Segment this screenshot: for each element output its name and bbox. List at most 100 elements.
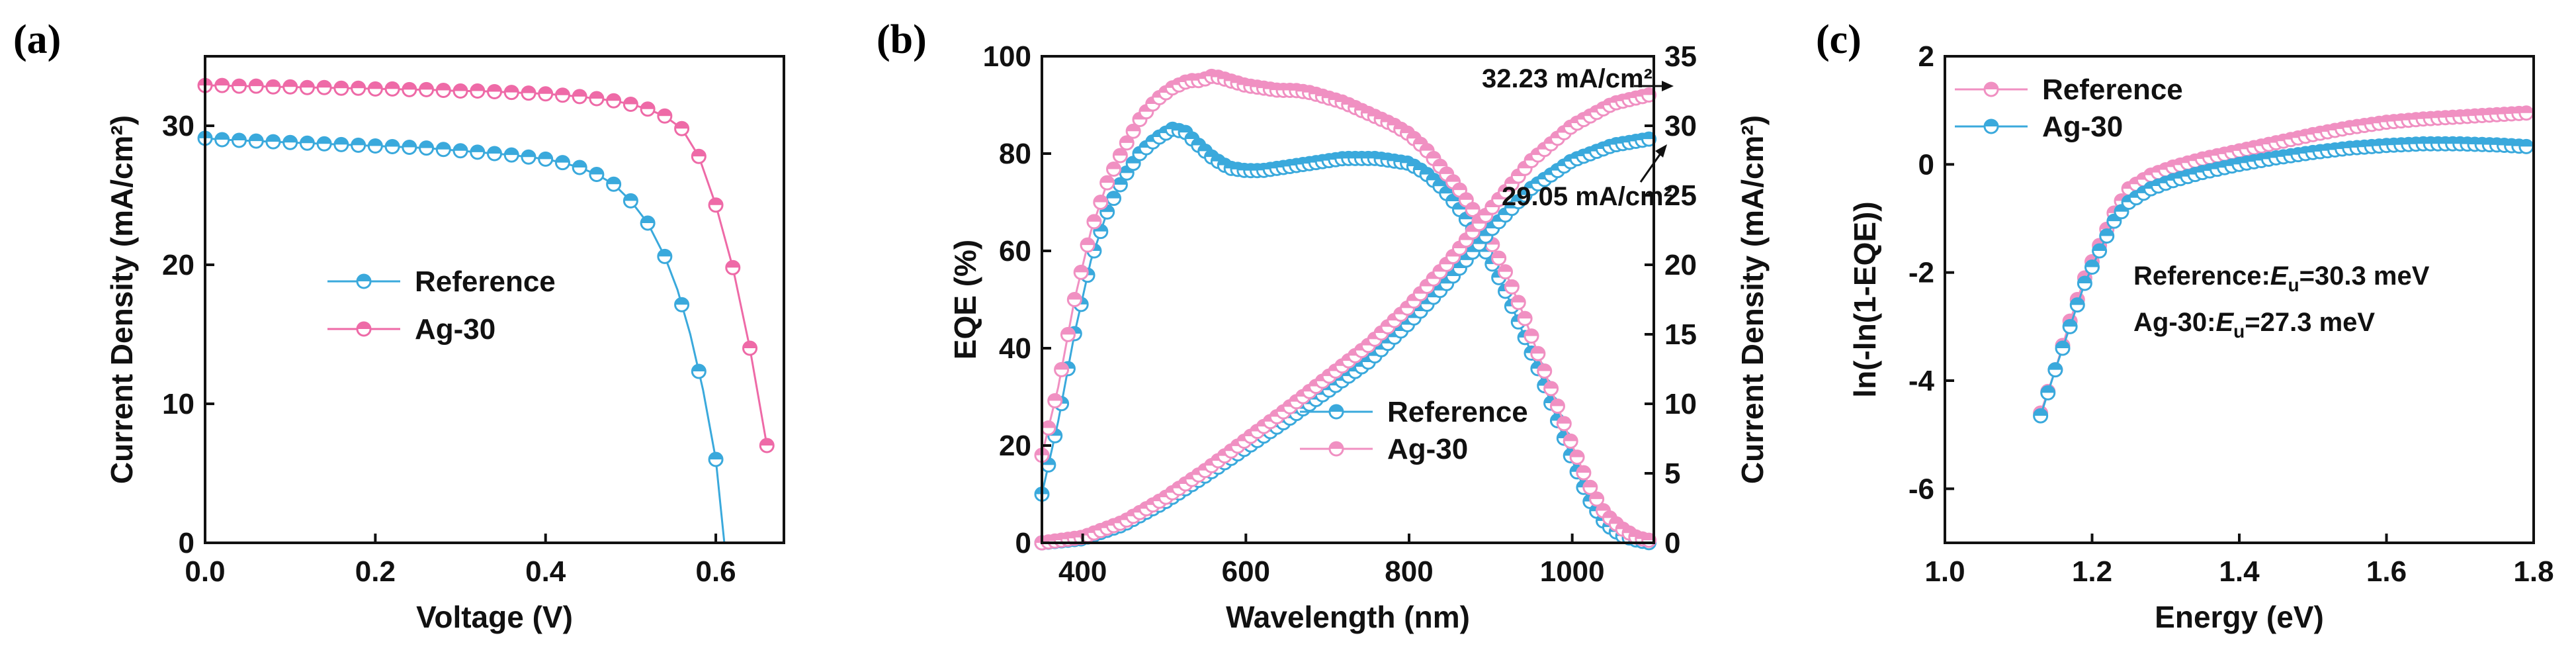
x-tick-label: 800 [1385, 555, 1433, 588]
legend-item: Ag-30 [327, 313, 495, 346]
data-point-fill [1597, 504, 1610, 511]
data-point-fill [2086, 261, 2098, 267]
data-point-fill [300, 136, 314, 144]
data-point-fill [1427, 173, 1440, 181]
data-point-fill [216, 79, 229, 86]
legend-item: Reference [1955, 73, 2183, 106]
legend-label: Ag-30 [2042, 111, 2123, 143]
data-point-fill [1603, 512, 1616, 518]
data-point-fill [1440, 187, 1453, 194]
legend-marker-fill [357, 275, 370, 281]
data-point-fill [539, 87, 552, 94]
y-tick-label: -6 [1909, 473, 1934, 505]
series-0 [197, 130, 726, 543]
legend-label: Reference [1387, 396, 1528, 428]
series-1 [197, 77, 775, 453]
y-tick-label: 80 [999, 138, 1031, 170]
data-point-fill [267, 135, 280, 142]
data-point-fill [1545, 382, 1558, 389]
data-point-fill [1492, 252, 1506, 259]
y-tick-label: -2 [1909, 257, 1934, 289]
legend-marker-fill [1330, 405, 1343, 412]
data-point-fill [1459, 193, 1473, 200]
data-point-fill [1499, 265, 1512, 272]
data-point-fill [352, 81, 365, 89]
data-point-fill [1564, 434, 1577, 442]
data-point-fill [505, 148, 518, 156]
legend-marker-fill [357, 322, 370, 329]
urbach-suffix: =27.3 meV [2245, 308, 2375, 337]
data-point-fill [607, 177, 621, 185]
data-point-fill [556, 89, 569, 95]
y2-tick-label: 25 [1664, 179, 1697, 212]
y-tick-label: 30 [162, 110, 194, 142]
legend-label: Ag-30 [1387, 433, 1468, 465]
data-point-fill [692, 150, 705, 157]
eqe-chart: (b)400 600 800 1000020406080100051015202530… [877, 17, 1770, 634]
data-point-fill [1447, 175, 1460, 182]
data-point-fill [658, 250, 671, 257]
data-point-fill [760, 439, 773, 446]
y-tick-label: 40 [999, 332, 1031, 365]
data-point-fill [386, 140, 399, 147]
data-point-fill [1557, 417, 1570, 424]
legend-label: Reference [415, 265, 556, 298]
data-point-fill [624, 194, 637, 201]
data-point-fill [2093, 244, 2106, 251]
panel-label: (b) [877, 17, 927, 62]
data-point-fill [1512, 296, 1525, 303]
data-point-fill [318, 81, 331, 88]
y2-tick-label: 0 [1664, 527, 1680, 559]
y2-tick-label: 5 [1664, 457, 1680, 490]
data-point-fill [454, 144, 467, 151]
data-point-fill [488, 85, 501, 92]
jv-chart: (a) 0.0 0.2 0.4 0.6 0 10 20 30 Voltage (V) Current… [13, 17, 785, 634]
data-point-fill [658, 109, 671, 117]
y2-tick-label: 20 [1664, 249, 1697, 281]
series-line [205, 84, 768, 446]
y-axis-title: ln(-ln(1-EQE)) [1848, 201, 1882, 397]
data-point-fill [590, 168, 603, 175]
data-point-fill [386, 82, 399, 89]
urbach-chart: (c) 1.0 1.2 1.4 1.6 1.8 -6 -4 -2 0 2 Energy (eV) ln(… [1816, 17, 2554, 634]
y-tick-label: 100 [983, 40, 1031, 73]
y-axis-title: Current Density (mA/cm²) [105, 115, 139, 484]
data-point-fill [1179, 126, 1192, 133]
data-point-fill [267, 80, 280, 87]
data-point-fill [1127, 124, 1140, 132]
data-point-fill [284, 136, 297, 143]
data-point-fill [352, 138, 365, 146]
x-tick-label: 0.0 [185, 555, 225, 588]
data-point-fill [539, 152, 552, 160]
data-point-fill [403, 83, 416, 90]
y-tick-label: 0 [179, 527, 194, 559]
data-point-fill [1192, 139, 1205, 146]
data-point-fill [284, 80, 297, 87]
data-point-fill [1551, 399, 1564, 406]
legend-marker-fill [1985, 120, 1998, 126]
data-point-fill [522, 87, 535, 93]
data-point-fill [675, 298, 689, 305]
data-point-fill [1577, 466, 1590, 473]
data-point-fill [590, 92, 603, 99]
data-point-fill [573, 161, 586, 167]
y-tick-label: 60 [999, 235, 1031, 267]
panel-label: (c) [1816, 17, 1862, 62]
data-point-fill [573, 90, 586, 97]
data-point-fill [1531, 347, 1545, 354]
x-axis-title: Energy (eV) [2155, 600, 2324, 634]
legend-item: Ag-30 [1300, 433, 1468, 465]
data-point-fill [1199, 144, 1212, 152]
data-point-fill [1434, 179, 1447, 187]
data-point-fill [368, 139, 382, 146]
data-point-fill [1113, 149, 1127, 156]
urbach-energy-label: Reference:Eu=30.3 meV [2133, 261, 2430, 295]
data-point-fill [624, 97, 637, 105]
x-tick-label: 1.8 [2513, 555, 2554, 588]
data-point-fill [675, 122, 689, 129]
x-tick-label: 1.4 [2219, 555, 2260, 588]
chart-panel-b: (b) 400 600 800 1000 0 20 40 60 80 100 0 5 10 15 20 25 30… [860, 0, 1813, 660]
x-tick-label: 600 [1222, 555, 1270, 588]
data-point-fill [1525, 330, 1538, 336]
data-point-fill [1094, 196, 1107, 203]
